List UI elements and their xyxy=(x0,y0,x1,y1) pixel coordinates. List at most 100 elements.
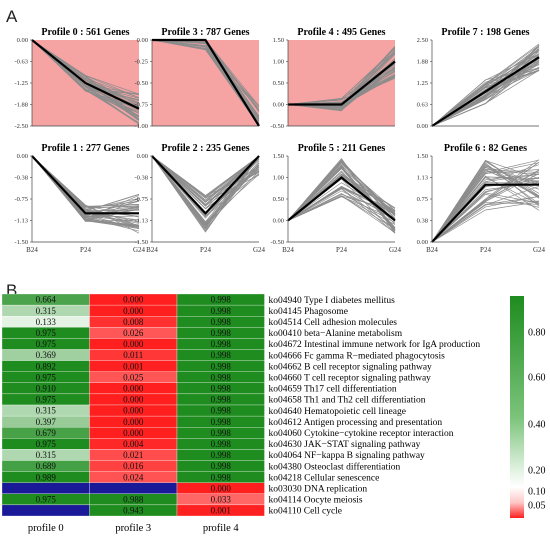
pathway-label: ko04662 B cell receptor signaling pathwa… xyxy=(269,362,433,372)
heatmap-cell-value: 0.689 xyxy=(36,461,57,471)
heatmap-cell-value: 0.021 xyxy=(123,450,143,460)
y-tick-label: 0.00 xyxy=(17,153,28,160)
heatmap-row: 0.315 0.000 0.998 ko04145 Phagosome xyxy=(1,304,348,317)
heatmap-cell-value: 0.975 xyxy=(36,395,57,405)
gene-line xyxy=(431,196,540,243)
profile-panel: 1.50 1.13 0.75 0.38 0.00 Profile 6 : 82 Genes… xyxy=(417,143,546,254)
heatmap-cell-value: 0.998 xyxy=(211,339,232,349)
heatmap-row: 0.664 0.000 0.998 ko04940 Type I diabetes m… xyxy=(1,293,395,306)
heatmap-cell-value: 0.315 xyxy=(36,450,57,460)
panel-background xyxy=(152,40,259,126)
y-tick-label: -0.75 xyxy=(134,102,148,109)
panel-background xyxy=(32,156,139,242)
heatmap-cell-value: 0.369 xyxy=(36,350,57,360)
heatmap-cell-value: 0.943 xyxy=(123,506,144,516)
column-label: profile 3 xyxy=(115,523,151,534)
heatmap-cell-value: 0.000 xyxy=(123,406,144,416)
panel-title: Profile 5 : 211 Genes xyxy=(298,143,386,154)
pathway-label: ko04659 Th17 cell differentiation xyxy=(269,384,397,395)
profile-panel: 0.00 -0.38 -0.75 -1.13 -1.50 Profile 1 : 277 … xyxy=(14,143,145,254)
gene-line xyxy=(151,155,260,197)
heatmap-row: 0.369 0.011 0.998 ko04666 Fc gamma R−mediat… xyxy=(1,349,445,361)
pathway-label: ko04145 Phagosome xyxy=(269,307,348,317)
heatmap-row: 0.989 0.024 0.998 ko04218 Cellular senescen… xyxy=(1,471,380,483)
x-tick-label: B24 xyxy=(426,246,438,254)
y-tick-label: -0.50 xyxy=(270,239,284,246)
heatmap-cell-value: 0.026 xyxy=(123,328,144,338)
profile-panel: 0.00 -0.63 -1.25 -1.88 -2.50 Profile 0 : 561 … xyxy=(14,27,140,130)
heatmap-cell-value: 0.998 xyxy=(211,450,232,460)
x-tick-label: G24 xyxy=(253,246,266,254)
heatmap-cell-value: 0.975 xyxy=(36,439,57,449)
heatmap-cell-value: 0.910 xyxy=(36,384,57,394)
gene-line xyxy=(431,169,540,243)
colorbar-tick-label: 0.60 xyxy=(528,373,546,384)
heatmap-cell-value: 0.000 xyxy=(123,428,144,438)
panel-title: Profile 0 : 561 Genes xyxy=(41,27,129,38)
profile-panel: 0.00 -0.38 -0.75 -1.13 -1.50 Profile 2 : 235 … xyxy=(134,143,265,254)
gene-line xyxy=(431,67,540,127)
heatmap-cell-value: 0.998 xyxy=(211,361,232,371)
pathway-label: ko04630 JAK−STAT signaling pathway xyxy=(269,440,421,450)
y-tick-label: -1.13 xyxy=(14,218,28,225)
heatmap-cell-value: 0.998 xyxy=(211,417,232,427)
gene-line xyxy=(31,39,140,113)
y-tick-label: 0.00 xyxy=(137,153,148,160)
gene-line xyxy=(431,159,540,243)
pathway-label: ko04380 Osteoclast differentiation xyxy=(269,461,401,472)
y-tick-label: 0.38 xyxy=(417,218,428,225)
x-tick-label: P24 xyxy=(80,246,91,254)
heatmap-row: 0.910 0.000 0.998 ko04659 Th17 cell differe… xyxy=(1,382,397,395)
heatmap-cell-value: 0.315 xyxy=(36,306,57,316)
pathway-label: ko04672 Intestinal immune network for Ig… xyxy=(269,339,481,350)
heatmap-cell-value: 0.000 xyxy=(123,395,144,405)
gene-line xyxy=(431,173,540,243)
y-tick-label: -1.50 xyxy=(14,239,28,246)
pathway-label: ko04218 Cellular senescence xyxy=(269,473,380,483)
gene-line xyxy=(431,193,540,243)
y-tick-label: -1.50 xyxy=(134,239,148,246)
section-label-b: B xyxy=(6,281,17,300)
y-tick-label: -0.75 xyxy=(134,196,148,203)
panel-title: Profile 1 : 277 Genes xyxy=(41,143,129,154)
heatmap-cell-value: 0.998 xyxy=(211,395,232,405)
heatmap-cell-value: 0.016 xyxy=(123,461,144,471)
y-tick-label: 0.63 xyxy=(417,102,428,109)
y-tick-label: 0.00 xyxy=(273,218,284,225)
gene-line xyxy=(287,74,396,105)
heatmap-row: 0.315 0.021 0.998 ko04064 NF−kappa B signal… xyxy=(1,449,425,461)
heatmap-cell xyxy=(176,504,265,517)
heatmap-cell-value: 0.001 xyxy=(123,361,143,371)
profile-centroid-line xyxy=(431,183,539,243)
profile-centroid-line xyxy=(31,39,140,110)
heatmap-cell-value: 0.998 xyxy=(211,461,232,471)
y-tick-label: 1.50 xyxy=(417,153,428,160)
heatmap-cell-value: 0.998 xyxy=(211,428,232,438)
y-tick-label: 1.88 xyxy=(417,59,428,66)
heatmap-cell-value: 0.998 xyxy=(211,406,232,416)
colorbar-tick-label: 0.10 xyxy=(528,487,546,498)
x-tick-label: P24 xyxy=(480,246,491,254)
heatmap-cell-value: 0.000 xyxy=(123,306,144,316)
profile-panels: 0.00 -0.63 -1.25 -1.88 -2.50 Profile 0 : 561 … xyxy=(14,27,545,254)
gene-line xyxy=(431,164,540,243)
colorbar-tick-label: 0.20 xyxy=(528,466,546,477)
y-tick-label: 0.00 xyxy=(137,37,148,44)
profile-panel: 0.00 -0.25 -0.50 -0.75 -1.00 Profile 3 : 787 … xyxy=(134,27,260,130)
heatmap-cell-value: 0.011 xyxy=(123,350,143,360)
profile-centroid-line xyxy=(151,155,260,215)
gene-line xyxy=(431,173,540,243)
y-tick-label: 1.00 xyxy=(273,59,284,66)
y-tick-label: -0.50 xyxy=(134,80,148,87)
colorbar-gradient xyxy=(510,296,524,518)
y-tick-label: -0.25 xyxy=(134,59,148,66)
heatmap-cell-value: 0.004 xyxy=(123,439,144,449)
heatmap-row: 0.975 0.026 0.998 ko00410 beta−Alanine meta… xyxy=(1,327,403,339)
heatmap-cell-value: 0.033 xyxy=(211,495,232,505)
heatmap-cell xyxy=(1,482,90,494)
panel-title: Profile 2 : 235 Genes xyxy=(161,143,249,154)
gene-line xyxy=(431,177,540,243)
y-tick-label: 0.00 xyxy=(417,123,428,130)
colorbar: 0.80 0.60 0.40 0.20 0.10 0.05 xyxy=(510,296,546,518)
section-label-a: A xyxy=(6,7,18,26)
